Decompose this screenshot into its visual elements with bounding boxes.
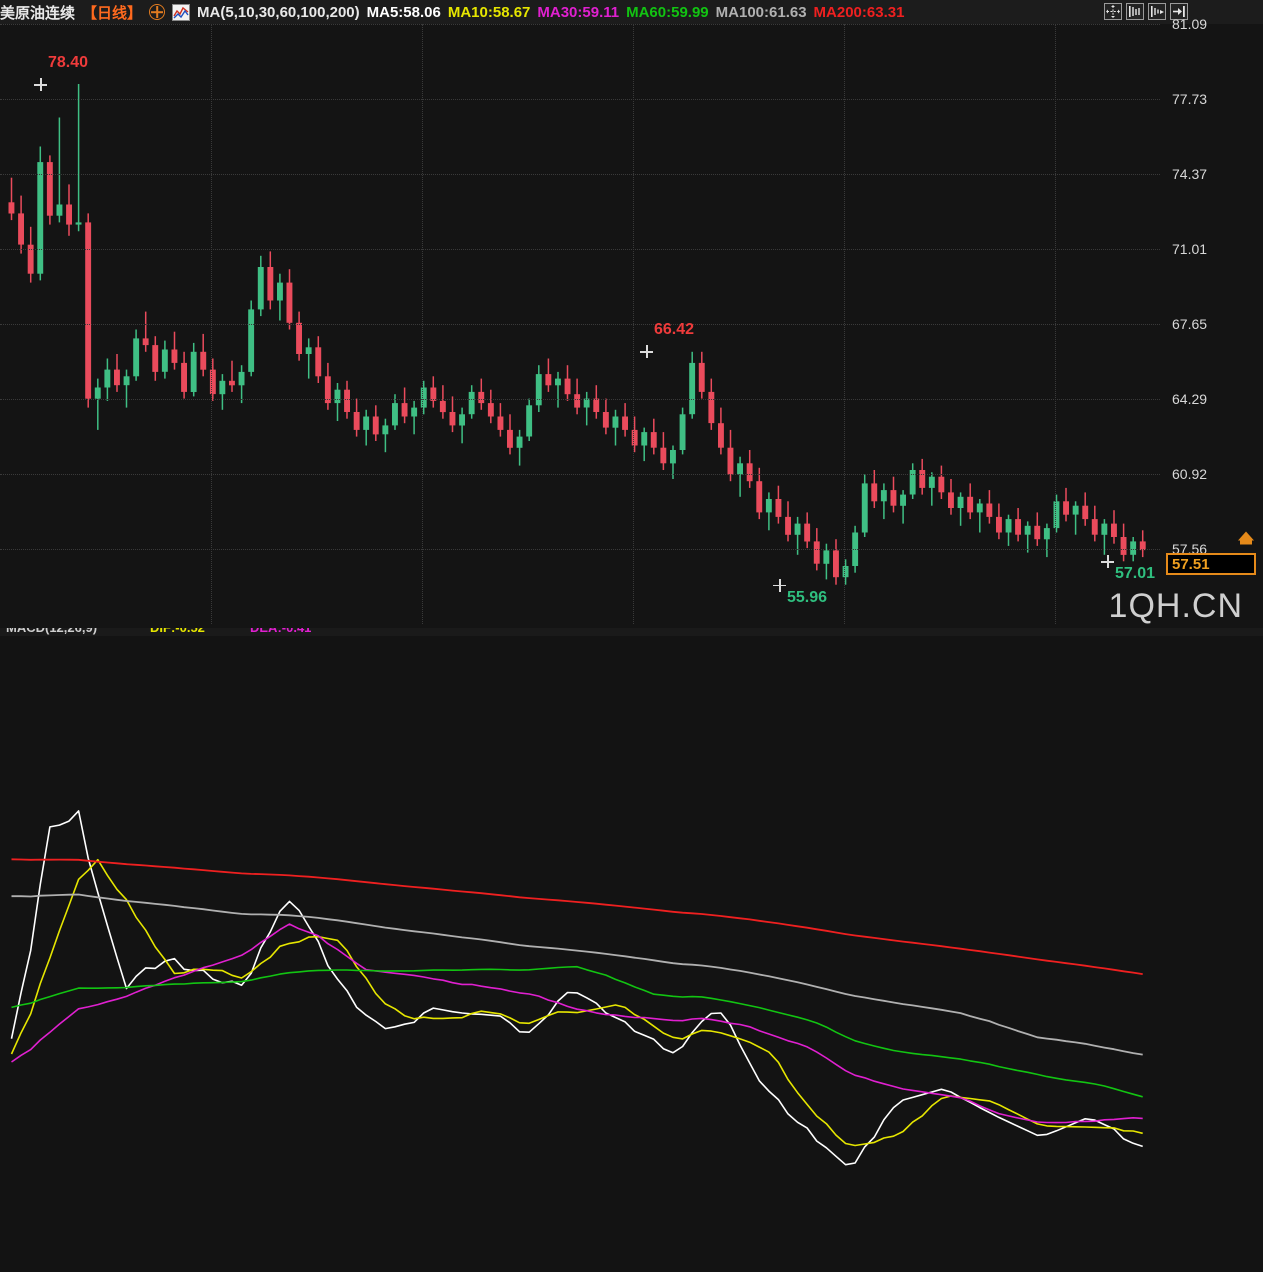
axis-tick-label: 74.37 [1172,165,1208,182]
current-price-tag[interactable]: 57.51 [1166,553,1256,576]
marker-cross-icon [1101,555,1114,569]
grid-line-h [0,173,1160,175]
ma100-value: MA100:61.63 [715,3,807,21]
axis-tick-label: 64.29 [1172,390,1208,407]
indicator-legend-clipped: DIF:-0.52 [150,628,205,635]
indicator-legend-clipped: DEA:-0.41 [250,628,311,635]
axis-tick-label: 81.09 [1172,16,1208,32]
indicator-chart-icon[interactable] [172,3,191,21]
ma30-value: MA30:59.11 [537,3,620,21]
axis-tick-label: 67.65 [1172,315,1208,332]
axis-tick-label: 71.01 [1172,240,1208,257]
marker-cross-icon [773,578,786,592]
axis-tick-label: 60.92 [1172,466,1208,483]
axis-tick-label: 77.73 [1172,90,1208,107]
last-low-marker: 57.01 [1115,565,1156,583]
grid-line-h [0,549,1160,551]
grid-line-v [421,24,423,624]
grid-line-v [210,24,212,624]
current-price-line [0,1234,1160,1272]
symbol-name[interactable]: 美原油连续 [0,4,76,22]
price-marker-arrow-icon [1238,531,1254,541]
indicator-legend-clipped: MACD(12,26,9) [6,628,97,635]
crosshair-circle-icon[interactable] [149,4,166,20]
grid-line-v [843,24,845,624]
price-marker-stem [1240,539,1252,545]
marker-cross-icon [640,345,653,359]
price-chart-plot[interactable]: 78.40 66.42 55.96 57.01 [0,24,1160,1166]
candlestick-series [8,84,1146,585]
low-marker: 55.96 [787,588,828,606]
grid-line-h [0,323,1160,325]
latest-tool-icon[interactable] [1170,3,1188,20]
chart-grid [0,24,1160,624]
zoom-right-tool-icon[interactable] [1148,3,1166,20]
ma5-value: MA5:58.06 [366,3,441,21]
zoom-left-tool-icon[interactable] [1126,3,1144,20]
chart-header: 美原油连续 【日线】 MA(5,10,30,60,100,200) MA5:58… [0,0,1263,24]
watermark: 1QH.CN [1108,587,1243,625]
grid-line-h [0,474,1160,476]
ma200-value: MA200:63.31 [813,3,905,21]
ma10-value: MA10:58.67 [447,3,531,21]
high-marker: 78.40 [48,54,89,72]
chart-window: 美原油连续 【日线】 MA(5,10,30,60,100,200) MA5:58… [0,0,1263,636]
grid-line-h [0,98,1160,100]
indicator-strip-clipped: MACD(12,26,9) DIF:-0.52 DEA:-0.41 [0,628,1263,636]
grid-line-h [0,398,1160,400]
moving-average-lines [10,810,1143,1166]
grid-line-v [1054,24,1056,624]
axis-tick-label: 57.56 [1172,541,1208,558]
price-axis[interactable]: 81.09 77.73 74.37 71.01 67.65 64.29 60.92 57.56… [1160,16,1263,636]
marker-cross-icon [34,78,47,92]
grid-line-h [0,24,1160,25]
crosshair-tool-icon[interactable] [1104,3,1122,20]
ma-formula: MA(5,10,30,60,100,200) [197,3,360,21]
mid-high-marker: 66.42 [654,321,695,339]
grid-line-v [632,24,634,624]
grid-line-h [0,248,1160,250]
period-label[interactable]: 【日线】 [82,4,143,22]
chart-toolbar [1104,3,1188,20]
ma60-value: MA60:59.99 [626,3,709,21]
